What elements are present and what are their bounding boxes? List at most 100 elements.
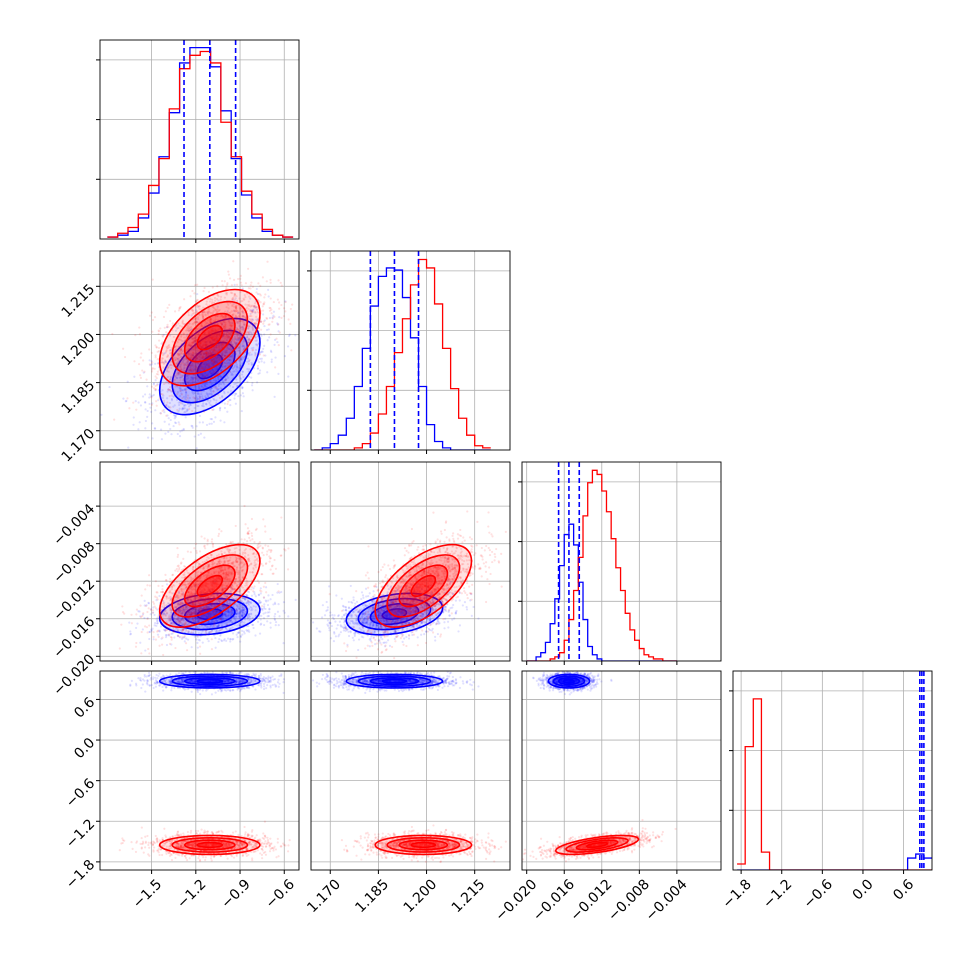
histogram-red: [107, 50, 294, 238]
contour-line-blue: [562, 678, 575, 684]
density-level-blue: [558, 677, 580, 685]
density-level-red: [159, 544, 260, 628]
contour-line-blue: [381, 608, 408, 621]
density-level-blue: [346, 593, 443, 635]
contour-line-red: [183, 564, 236, 608]
contour-line-blue: [345, 673, 444, 689]
histogram-red: [314, 258, 491, 450]
panel-content: [100, 462, 299, 661]
panel-2-1: [310, 461, 511, 665]
panel-content: [311, 671, 510, 870]
x-tick-label: 1.215: [449, 876, 489, 916]
contour-line-blue: [369, 676, 420, 686]
density-level-blue: [184, 677, 235, 685]
histogram-blue: [107, 47, 294, 238]
contour-line-blue: [171, 597, 249, 631]
panel-0-0: [96, 39, 300, 243]
panel-2-2: [518, 461, 722, 665]
density-level-red: [184, 565, 235, 607]
density-level-red: [411, 575, 436, 597]
contour-line-red: [158, 288, 261, 387]
density-level-red: [375, 544, 472, 628]
contour-line-red: [196, 574, 224, 598]
contour-line-red: [374, 543, 473, 629]
contour-line-red: [386, 837, 461, 853]
x-tick-label: −0.9: [218, 876, 253, 911]
contour-line-blue: [381, 678, 408, 684]
contour-line-red: [565, 837, 629, 853]
panel-content: [311, 462, 510, 661]
x-tick-label: −1.5: [130, 876, 165, 911]
density-level-red: [184, 840, 235, 850]
panel-content: [522, 671, 721, 870]
density-level-blue: [197, 608, 223, 620]
contour-line-blue: [183, 676, 236, 686]
x-tick-label: −0.6: [263, 876, 298, 911]
y-tick-label: 1.215: [59, 281, 99, 321]
density-level-blue: [184, 603, 235, 625]
contour-line-red: [171, 554, 249, 618]
contour-line-red: [398, 564, 449, 608]
x-tick-label: −0.6: [801, 876, 836, 911]
contour-line-red: [410, 841, 437, 849]
panel-content: [100, 251, 299, 450]
contour-line-blue: [369, 602, 420, 626]
panel-frame: [521, 670, 722, 871]
contour-line-red: [554, 834, 640, 856]
y-tick-label: 1.185: [59, 378, 99, 418]
histogram-red: [737, 698, 932, 870]
contour-line-red: [575, 839, 619, 851]
contour-line-blue: [552, 675, 586, 688]
histogram-blue: [314, 267, 491, 450]
contour-line-blue: [171, 675, 249, 688]
histogram-blue: [737, 853, 932, 870]
density-level-blue: [197, 354, 223, 379]
contour-line-blue: [357, 597, 432, 631]
histogram-blue: [526, 523, 677, 661]
density-level-blue: [370, 603, 419, 625]
contour-line-red: [158, 543, 261, 629]
contour-line-red: [386, 554, 461, 618]
y-tick-label: −1.2: [63, 816, 98, 851]
x-tick-label: −1.2: [760, 876, 795, 911]
contour-line-blue: [196, 678, 224, 684]
panel-frame: [99, 461, 300, 662]
y-tick-label: 0.0: [71, 735, 98, 762]
scatter-points-red: [111, 251, 294, 426]
density-level-red: [586, 842, 608, 848]
contour-line-red: [585, 841, 609, 849]
panel-1-0: [96, 250, 300, 454]
contour-line-blue: [357, 675, 432, 688]
y-tick-label: 0.6: [71, 694, 98, 721]
panel-frame: [99, 39, 300, 240]
contour-line-blue: [158, 592, 261, 636]
density-level-red: [172, 554, 248, 617]
panel-content: [100, 40, 299, 239]
density-level-red: [197, 575, 223, 597]
contour-line-red: [158, 834, 261, 856]
contour-line-red: [410, 574, 437, 598]
panel-frame: [310, 461, 511, 662]
panel-3-3: [729, 670, 933, 874]
contour-line-blue: [158, 673, 261, 689]
contour-line-blue: [557, 676, 581, 686]
density-level-red: [197, 325, 223, 350]
y-tick-label: 1.170: [59, 426, 99, 466]
panel-frame: [310, 670, 511, 871]
density-level-red: [399, 840, 448, 850]
panel-3-0: [96, 670, 300, 874]
panel-frame: [310, 250, 511, 451]
contour-line-blue: [547, 673, 591, 689]
density-level-red: [197, 842, 223, 848]
panel-content: [522, 462, 721, 661]
panel-frame: [99, 670, 300, 871]
panel-frame: [521, 461, 722, 662]
panel-frame: [732, 670, 933, 871]
x-tick-label: −0.004: [643, 876, 691, 924]
panel-frame: [99, 250, 300, 451]
x-tick-label: 1.200: [401, 876, 441, 916]
contour-line-red: [183, 839, 236, 851]
contour-line-red: [171, 837, 249, 853]
density-level-blue: [370, 677, 419, 685]
panel-3-2: [521, 670, 722, 874]
